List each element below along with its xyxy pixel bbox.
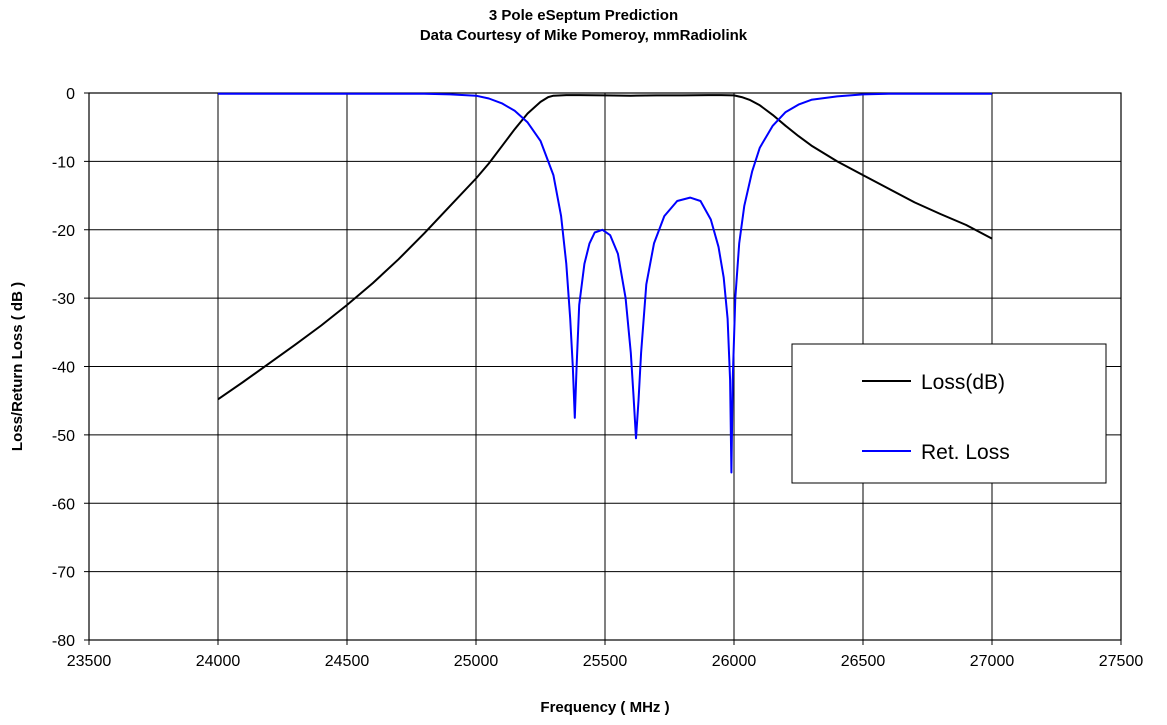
x-tick-label: 24000 — [196, 653, 241, 670]
legend-label-return-loss: Ret. Loss — [921, 441, 1010, 464]
x-tick-label: 26000 — [712, 653, 757, 670]
legend-box — [791, 343, 1107, 484]
x-tick-label: 25000 — [454, 653, 499, 670]
series-lines — [217, 92, 993, 474]
x-tick-label: 23500 — [67, 653, 112, 670]
y-tick-label: -80 — [52, 633, 75, 650]
x-tick-label: 24500 — [325, 653, 370, 670]
y-tick-label: -20 — [52, 223, 75, 240]
loss-series-line — [217, 94, 993, 401]
y-tick-label: -70 — [52, 565, 75, 582]
chart-subtitle: Data Courtesy of Mike Pomeroy, mmRadioli… — [419, 27, 748, 44]
y-tick-label: -30 — [52, 291, 75, 308]
x-tick-label: 25500 — [583, 653, 628, 670]
y-tick-label: -50 — [52, 428, 75, 445]
axis-ticks: 23500 24000 24500 25000 25500 26000 26500 27000… — [52, 86, 1143, 670]
y-tick-label: 0 — [66, 86, 75, 103]
x-tick-label: 27500 — [1099, 653, 1144, 670]
x-tick-label: 26500 — [841, 653, 886, 670]
y-tick-label: -40 — [52, 360, 75, 377]
x-tick-label: 27000 — [970, 653, 1015, 670]
legend: Loss(dB) Ret. Loss — [791, 343, 1107, 484]
y-tick-label: -10 — [52, 154, 75, 171]
legend-label-loss: Loss(dB) — [921, 371, 1005, 394]
y-axis-title: Loss/Return Loss ( dB ) — [9, 282, 26, 451]
return-loss-series-line — [218, 92, 992, 474]
x-axis-title: Frequency ( MHz ) — [540, 699, 669, 716]
y-tick-label: -60 — [52, 496, 75, 513]
chart-title: 3 Pole eSeptum Prediction — [488, 7, 679, 24]
